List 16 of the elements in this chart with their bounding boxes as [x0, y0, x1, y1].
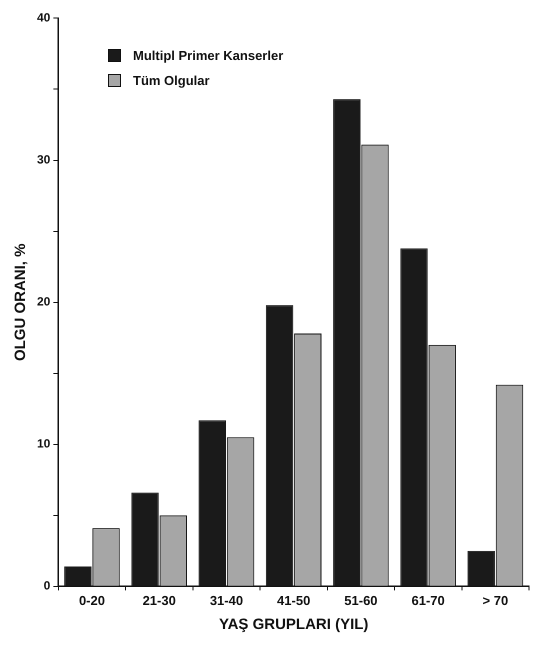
y-tick-label: 10: [36, 436, 51, 451]
legend-label: Multipl Primer Kanserler: [133, 48, 284, 63]
x-tick-label: 51-60: [344, 592, 378, 608]
x-tick-label: 61-70: [412, 592, 445, 608]
y-axis-title: OLGU ORANI, %: [12, 244, 30, 362]
x-axis-title: YAŞ GRUPLARI (YIL): [218, 616, 368, 634]
y-tick-label: 0: [44, 578, 51, 593]
y-tick-label: 40: [36, 10, 51, 25]
x-tick-label: 21-30: [142, 592, 176, 608]
x-tick-label: 41-50: [277, 592, 310, 608]
y-tick-label: 20: [36, 294, 51, 309]
x-tick-label: 31-40: [210, 592, 244, 608]
x-tick-label: > 70: [482, 592, 508, 608]
legend-label: Tüm Olgular: [133, 73, 210, 88]
y-tick-label: 30: [36, 152, 51, 167]
x-tick-label: 0-20: [78, 592, 105, 608]
